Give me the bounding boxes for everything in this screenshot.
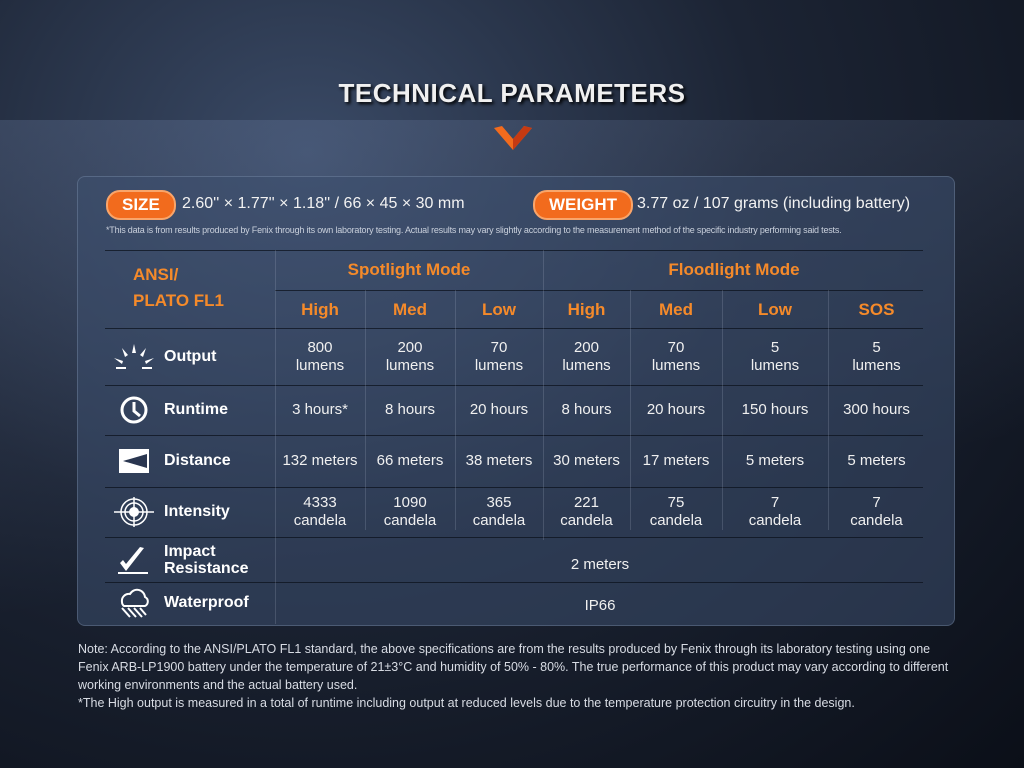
column-divider [455,290,456,530]
impact-value: 2 meters [570,556,630,573]
table-cell: 20 hours [469,401,529,418]
table-cell: 800 lumens [295,338,345,374]
column-divider [365,290,366,530]
row-label-intensity: Intensity [90,487,275,537]
column-divider [630,290,631,530]
column-divider [722,290,723,530]
standard-label: ANSI/ PLATO FL1 [133,265,224,310]
column-divider [275,250,276,624]
table-cell: 4333 candela [293,494,347,529]
table-cell: 7 candela [850,494,903,529]
row-divider [105,250,923,251]
row-label: Output [164,347,217,365]
table-cell: 132 meters [282,452,358,469]
size-value: 2.60'' × 1.77'' × 1.18'' / 66 × 45 × 30 … [182,195,465,212]
table-cell: 221 candela [560,494,613,529]
weight-value: 3.77 oz / 107 grams (including battery) [637,195,911,212]
mode-header: Med [659,300,693,319]
table-cell: 5 lumens [750,338,800,374]
table-cell: 20 hours [646,401,706,418]
group-header: Spotlight Mode [347,260,471,279]
row-divider [105,435,923,436]
size-badge: SIZE [106,190,176,220]
table-cell: 300 hours [843,401,910,418]
table-cell: 75 candela [649,494,703,529]
row-divider [105,385,923,386]
row-label: Waterproof [164,594,249,611]
mode-header: Low [482,300,516,319]
row-divider [105,582,923,583]
row-label: Distance [164,452,231,469]
row-label-line: Resistance [164,559,249,577]
waterproof-value: IP66 [584,597,616,614]
table-cell: 200 lumens [562,338,611,374]
table-cell: 200 lumens [385,338,435,374]
column-divider [828,290,829,530]
mode-header: High [567,300,606,319]
table-cell: 3 hours* [292,401,348,418]
clock-icon [120,396,148,424]
mode-header: Med [393,300,427,319]
table-cell: 70 lumens [474,338,524,374]
mode-header: Low [758,300,792,319]
chevron-down-icon [494,126,532,150]
row-label: Runtime [164,401,228,418]
sun-burst-icon [114,343,154,369]
row-label-output: Output [90,328,275,385]
row-label-runtime: Runtime [90,385,275,435]
table-cell: 66 meters [376,452,444,469]
target-icon [114,497,154,527]
row-divider [105,328,923,329]
impact-icon [118,546,148,574]
table-cell: 7 candela [748,494,802,529]
footnote-note: Note: According to the ANSI/PLATO FL1 st… [78,642,949,692]
row-label-distance: Distance [90,435,275,487]
row-label: Impact Resistance [164,543,249,577]
row-divider [275,290,923,291]
mode-header: SOS [858,300,895,319]
weight-badge: WEIGHT [533,190,633,220]
row-label-impact: Impact Resistance [90,537,275,582]
table-cell: 1090 candela [383,494,437,529]
table-cell: 5 meters [745,452,805,469]
table-cell: 8 hours [384,401,436,418]
table-cell: 30 meters [553,452,620,469]
disclaimer: *This data is from results produced by F… [106,225,842,235]
footnote-high-output: *The High output is measured in a total … [78,696,855,710]
table-cell: 38 meters [465,452,533,469]
row-divider [105,537,923,538]
table-cell: 8 hours [561,401,612,418]
mode-header: High [301,300,339,319]
row-label-waterproof: Waterproof [90,582,275,624]
row-label: Intensity [164,503,230,520]
table-cell: 5 meters [847,452,906,469]
spec-panel [77,176,955,626]
column-divider [543,250,544,540]
table-cell: 5 lumens [852,338,901,374]
table-cell: 365 candela [472,494,526,529]
row-divider [105,487,923,488]
distance-icon [119,449,149,473]
rain-cloud-icon [120,588,149,618]
page-title: TECHNICAL PARAMETERS [338,78,686,108]
footnote: Note: According to the ANSI/PLATO FL1 st… [78,640,958,712]
group-header: Floodlight Mode [668,260,800,279]
table-cell: 17 meters [642,452,710,469]
table-cell: 150 hours [741,401,809,418]
table-cell: 70 lumens [651,338,701,374]
row-label-line: Impact [164,542,216,560]
